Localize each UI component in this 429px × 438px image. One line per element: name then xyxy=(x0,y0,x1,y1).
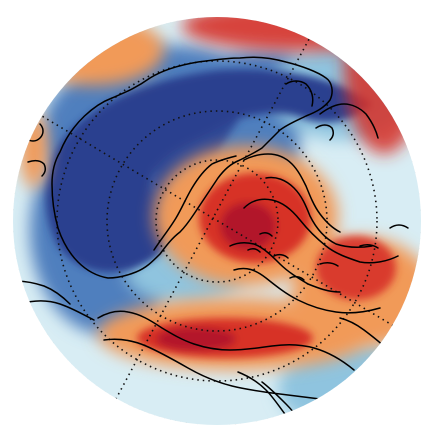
small-island-coast-6 xyxy=(319,261,339,267)
eurasia-inner-coast xyxy=(103,338,329,401)
small-island-coast-10 xyxy=(247,247,261,253)
small-island-coast-4 xyxy=(389,224,409,229)
small-island-coast-8 xyxy=(273,253,289,259)
greenland-coast xyxy=(51,56,333,279)
small-island-coast-7 xyxy=(289,275,305,281)
svalbard-coast xyxy=(319,103,379,139)
small-island-coast-9 xyxy=(259,231,273,237)
latitude-ring-inner xyxy=(155,159,279,283)
meridian-a xyxy=(13,90,421,348)
canada-coast-3 xyxy=(243,198,399,264)
small-island-coast-2 xyxy=(27,159,47,177)
coastlines xyxy=(13,26,409,425)
archipelago-coast-1 xyxy=(229,241,341,293)
canada-coast-2 xyxy=(265,176,373,249)
small-island-coast-1 xyxy=(25,123,44,142)
small-island-coast-5 xyxy=(359,243,379,249)
canada-coast-1 xyxy=(243,153,341,233)
latitude-ring-outer xyxy=(56,60,378,382)
arctic-island-coast-1 xyxy=(153,155,237,251)
archipelago-coast-2 xyxy=(233,267,381,314)
meridian-b xyxy=(94,17,331,425)
alaska-coast-1 xyxy=(237,371,289,419)
small-island-coast-3 xyxy=(315,124,335,141)
franz-josef-coast xyxy=(285,80,314,107)
latitude-ring-middle xyxy=(106,110,328,332)
scandinavia-coast xyxy=(19,300,95,321)
siberia-coast xyxy=(97,310,355,371)
